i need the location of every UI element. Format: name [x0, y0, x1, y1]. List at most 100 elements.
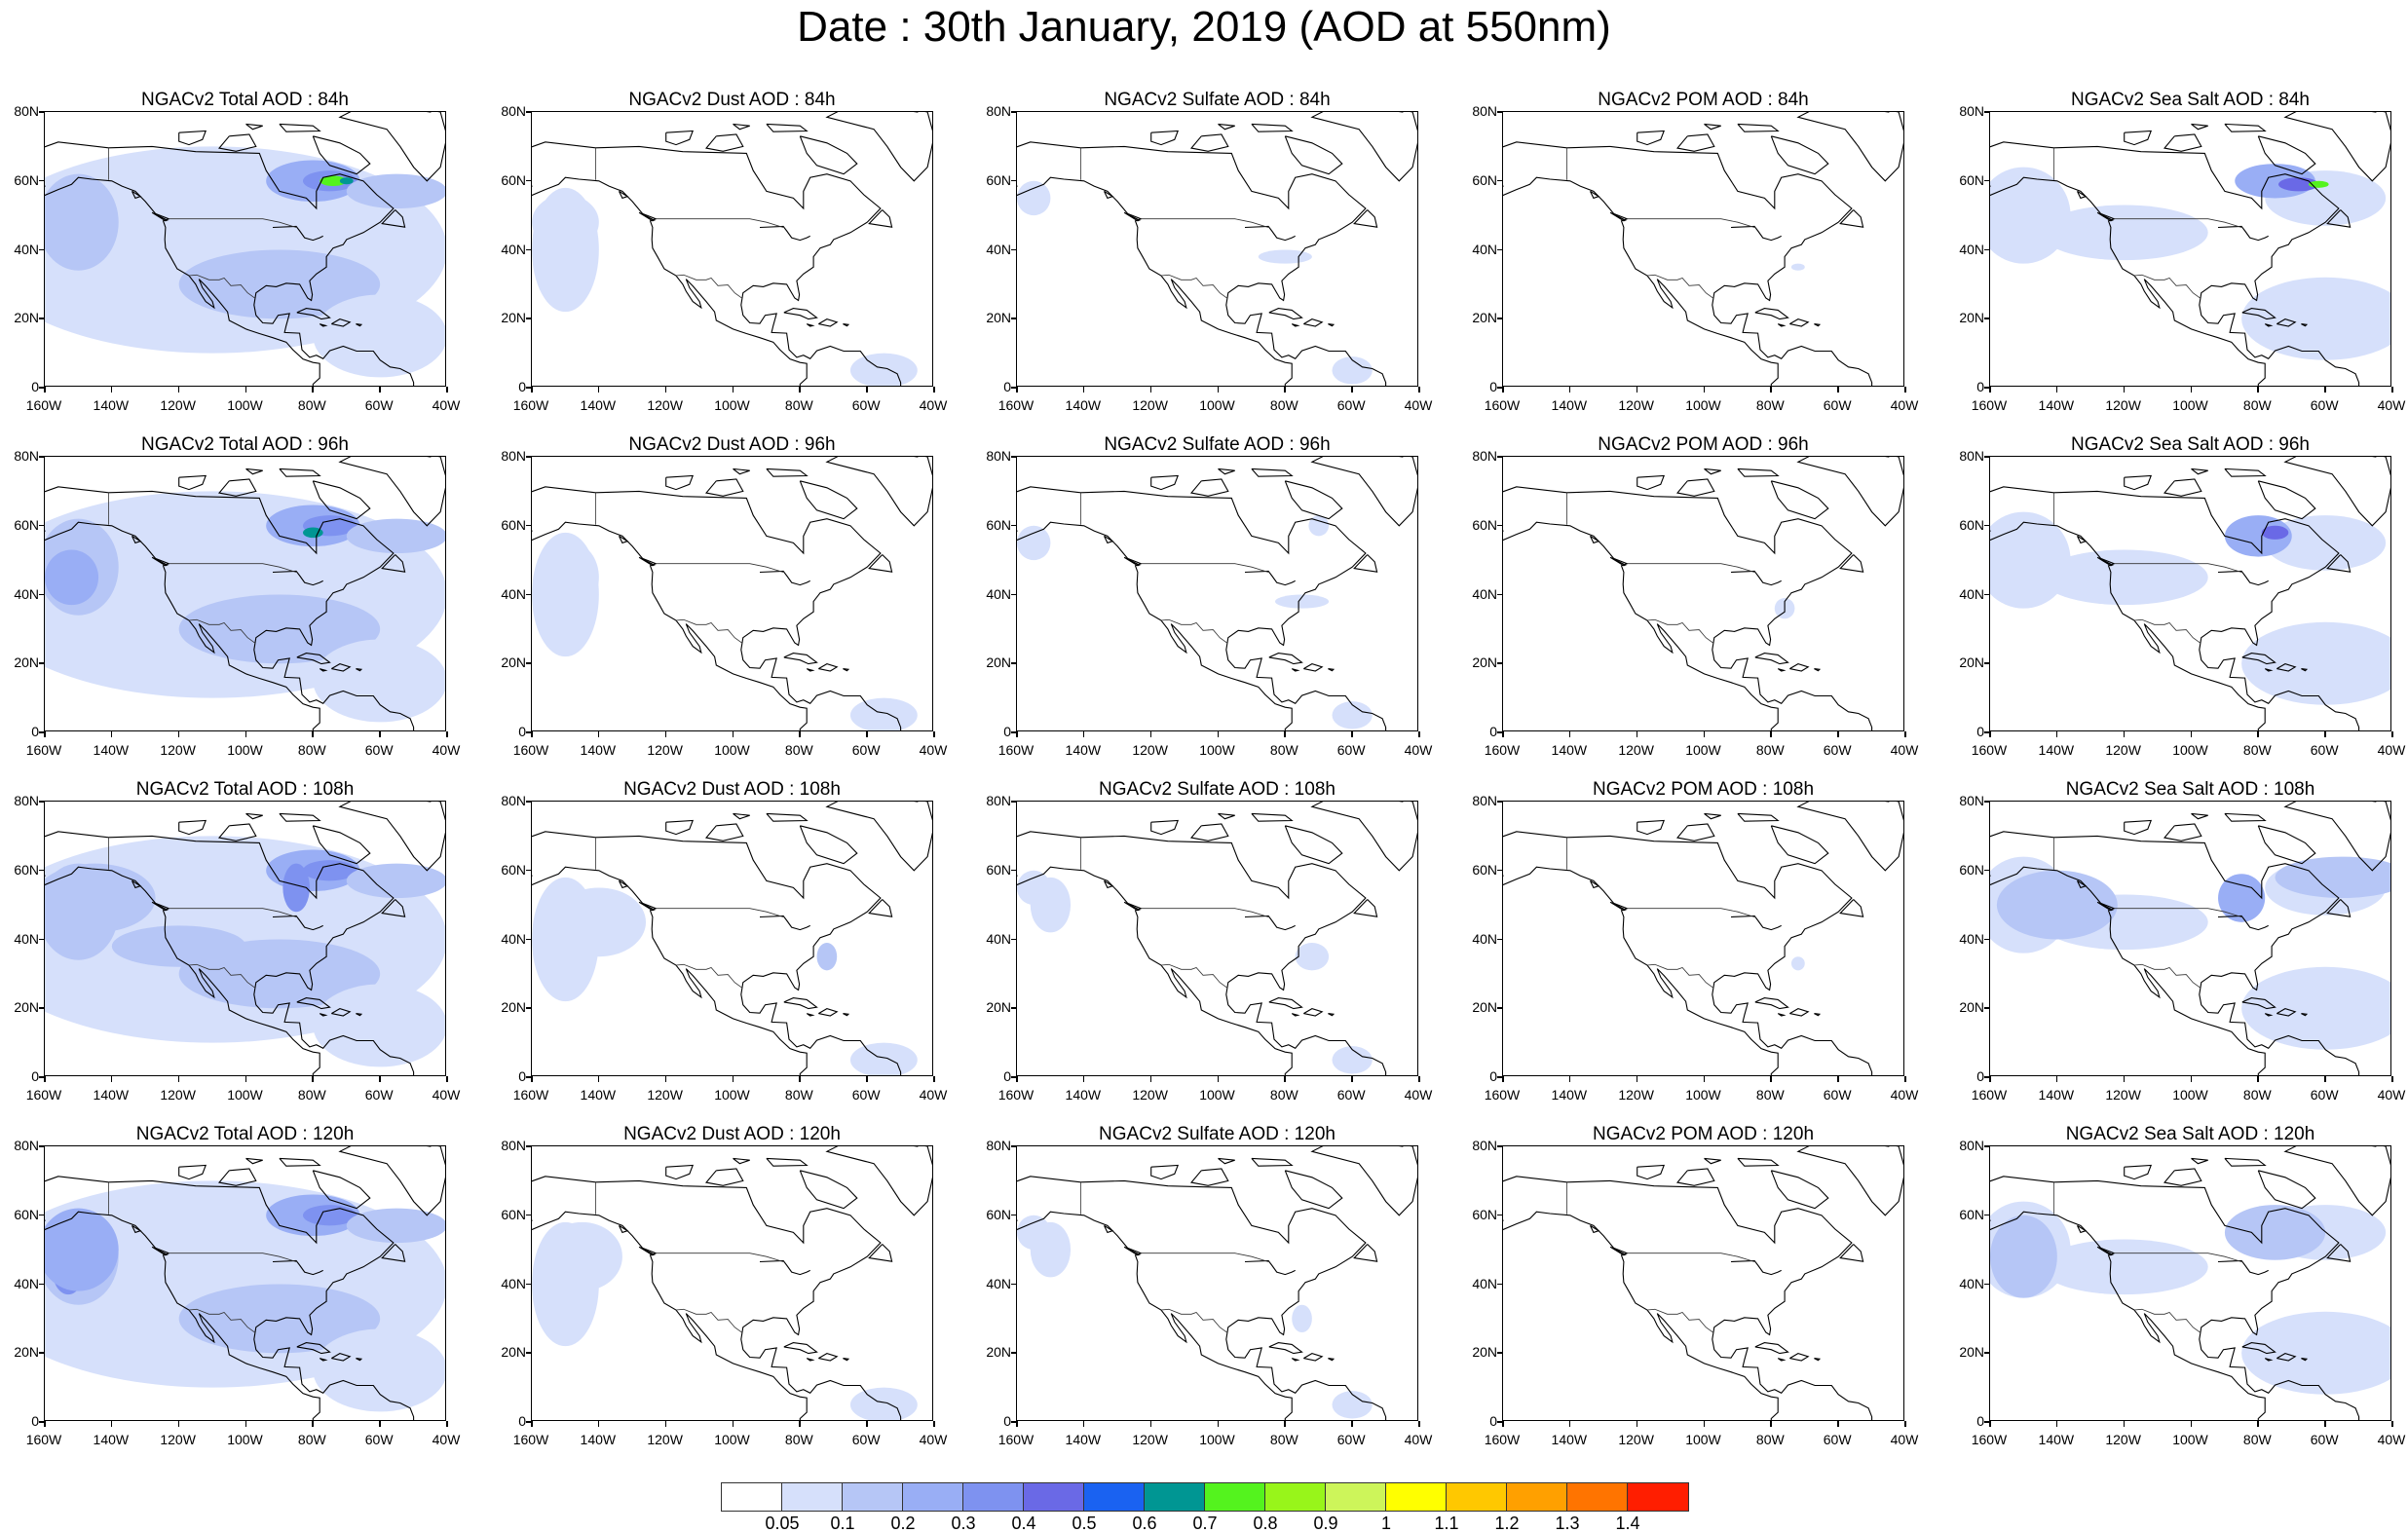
- coastline: [1770, 1170, 1829, 1210]
- coastline: [2326, 1244, 2352, 1262]
- lon-tick: [1284, 731, 1286, 737]
- lat-tick: [1984, 248, 1989, 250]
- aod-contour-area: [2241, 1311, 2390, 1395]
- lon-tick-label: 60W: [851, 1432, 881, 1447]
- map-panel: NGACv2 Sea Salt AOD : 108h 80N 60N 40N 20N 0 1…: [1945, 779, 2408, 1125]
- lon-tick-label: 120W: [647, 1432, 683, 1447]
- lon-tick: [1904, 1421, 1906, 1427]
- lon-tick-label: 60W: [1823, 1432, 1852, 1447]
- lat-tick-label: 80N: [986, 448, 1011, 464]
- lat-tick-label: 80N: [1472, 103, 1497, 119]
- coastline: [1814, 668, 1822, 672]
- coastline: [1017, 831, 1387, 1075]
- country-border: [1627, 908, 1755, 917]
- coastline: [1737, 467, 1780, 477]
- coastline: [2096, 901, 2114, 912]
- lon-tick: [732, 1076, 734, 1082]
- lon-tick: [1016, 731, 1018, 737]
- lat-tick-label: 40N: [501, 585, 526, 602]
- lat-tick: [1984, 524, 1989, 527]
- map-frame: [1989, 801, 2391, 1076]
- aod-contour-area: [45, 549, 99, 606]
- lat-tick: [526, 456, 531, 458]
- lat-tick: [39, 593, 44, 595]
- lat-tick: [1497, 524, 1502, 527]
- coastline: [331, 663, 352, 672]
- colorbar-label: 0.7: [1192, 1514, 1218, 1533]
- coastline: [2096, 1246, 2114, 1256]
- lon-tick-label: 120W: [1132, 397, 1168, 413]
- lon-tick-label: 140W: [2038, 397, 2075, 413]
- coastline: [1839, 899, 1864, 917]
- coastline: [1150, 1164, 1180, 1180]
- lon-tick: [1502, 1421, 1504, 1427]
- coastline: [1789, 663, 1810, 672]
- aod-contour-area: [1332, 701, 1373, 729]
- coastline: [2257, 825, 2316, 865]
- coastline: [1730, 570, 1782, 586]
- coastline: [1251, 123, 1294, 132]
- lon-tick-label: 120W: [2105, 1432, 2141, 1447]
- lat-tick: [39, 1421, 44, 1423]
- coastline: [1328, 1358, 1336, 1362]
- colorbar-label: 1.3: [1555, 1514, 1580, 1533]
- colorbar-label: 1.1: [1434, 1514, 1459, 1533]
- lat-tick-label: 40N: [1472, 585, 1497, 602]
- coastline: [759, 1259, 810, 1276]
- lon-tick-label: 60W: [2310, 397, 2339, 413]
- aod-map: [45, 1146, 445, 1420]
- lon-tick-label: 40W: [1890, 1432, 1919, 1447]
- lon-tick: [110, 1076, 113, 1082]
- coastline: [1104, 190, 1114, 200]
- panel-title: NGACv2 Sea Salt AOD : 96h: [2070, 434, 2310, 455]
- coastline: [272, 1259, 323, 1276]
- map-frame: [1989, 111, 2391, 387]
- lon-tick-label: 40W: [432, 397, 461, 413]
- lat-tick-label: 40N: [501, 1275, 526, 1291]
- coastline: [217, 823, 257, 841]
- map-frame: [1502, 456, 1904, 731]
- coastline: [45, 831, 415, 1075]
- coastline: [2326, 554, 2352, 573]
- aod-map: [1017, 112, 1417, 386]
- map-frame: [44, 801, 446, 1076]
- coastline: [532, 486, 902, 730]
- lon-tick: [1351, 1076, 1353, 1082]
- lon-tick-label: 120W: [1618, 742, 1654, 758]
- coastline: [704, 133, 744, 152]
- coastline: [704, 823, 744, 841]
- lon-tick-label: 120W: [2105, 397, 2141, 413]
- lon-tick: [312, 387, 314, 393]
- lon-tick: [664, 1421, 667, 1427]
- coastline: [381, 209, 406, 228]
- coastline: [638, 901, 656, 912]
- lat-tick: [526, 524, 531, 527]
- lat-tick: [1497, 111, 1502, 113]
- coastline: [1503, 831, 1873, 1075]
- lon-tick: [933, 1076, 935, 1082]
- coastline: [1268, 997, 1303, 1010]
- coastline: [245, 467, 263, 475]
- coastline: [818, 1353, 839, 1362]
- map-frame: [1016, 456, 1418, 731]
- coastline: [356, 668, 363, 672]
- country-border: [2133, 963, 2201, 989]
- coastline: [1839, 554, 1864, 573]
- lon-tick: [2123, 1421, 2126, 1427]
- coastline: [2096, 556, 2114, 567]
- coastline: [1310, 802, 1417, 872]
- lon-tick: [2055, 387, 2058, 393]
- country-border: [675, 618, 743, 644]
- lat-tick: [526, 662, 531, 664]
- colorbar-swatch: [1265, 1483, 1326, 1511]
- lon-tick: [799, 387, 801, 393]
- coastline: [1291, 668, 1300, 672]
- colorbar: [721, 1482, 1689, 1512]
- lat-tick: [39, 1007, 44, 1009]
- aod-contour-area: [2218, 874, 2266, 922]
- lon-tick-label: 120W: [1132, 742, 1168, 758]
- lon-tick-label: 80W: [1269, 1432, 1298, 1447]
- lat-tick: [39, 111, 44, 113]
- aod-contour-area: [45, 1208, 119, 1291]
- lat-tick: [1984, 1214, 1989, 1216]
